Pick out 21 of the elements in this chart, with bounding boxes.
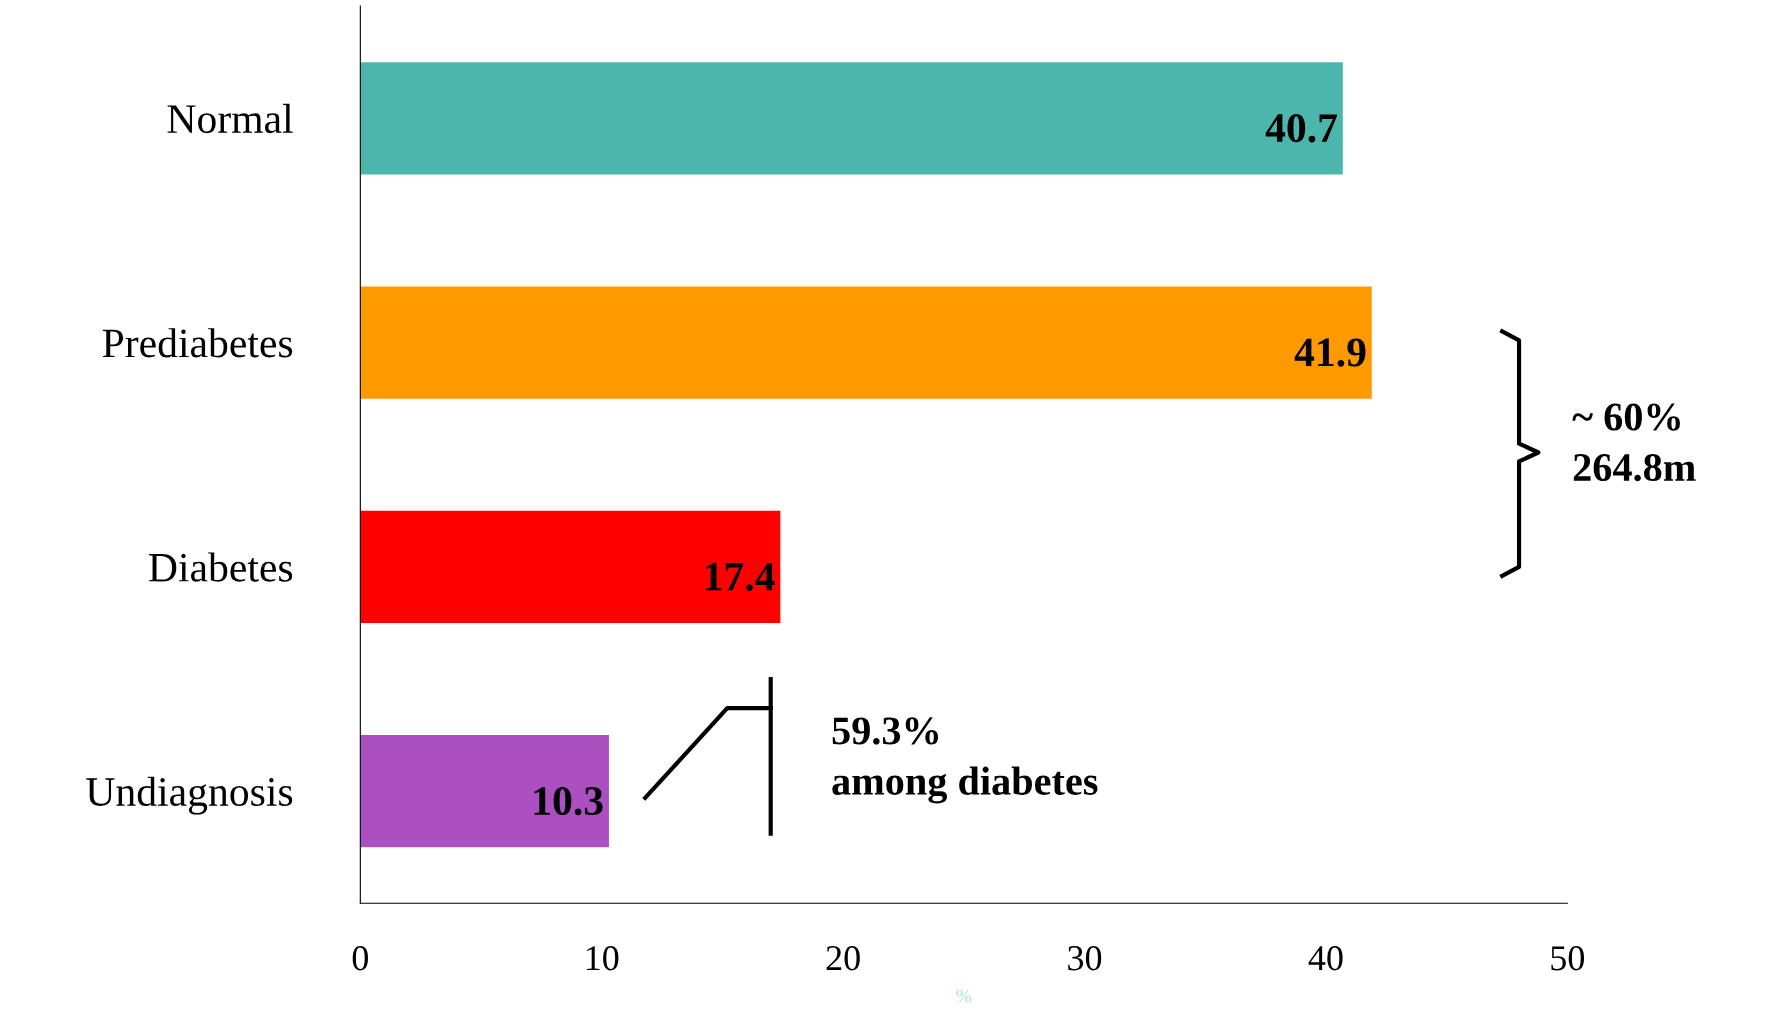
y-tick-label: Undiagnosis	[86, 776, 293, 815]
bar	[360, 510, 781, 623]
data-label: 10.3	[534, 786, 603, 816]
bar	[360, 286, 1372, 399]
x-tick-label: 0	[352, 946, 368, 971]
y-tick-label: Diabetes	[149, 552, 293, 582]
text: ~ 60% 264.8m	[1572, 403, 1696, 482]
bar	[360, 62, 1343, 175]
x-tick-label: 50	[1551, 946, 1584, 971]
annotation: 59.3% among diabetes	[832, 717, 1098, 804]
bar	[360, 735, 609, 848]
x-tick-label: 10	[586, 946, 619, 971]
x-axis-title: %	[956, 989, 972, 1003]
data-label: 41.9	[1294, 338, 1366, 367]
data-label: 40.7	[1265, 114, 1337, 143]
x-tick-label: 30	[1068, 946, 1102, 971]
y-tick-label: Normal	[167, 103, 293, 134]
data-label: 17.4	[705, 562, 775, 591]
x-tick-label: 40	[1308, 946, 1343, 971]
y-tick-label: Prediabetes	[102, 328, 293, 358]
x-tick-label: 20	[826, 946, 860, 971]
